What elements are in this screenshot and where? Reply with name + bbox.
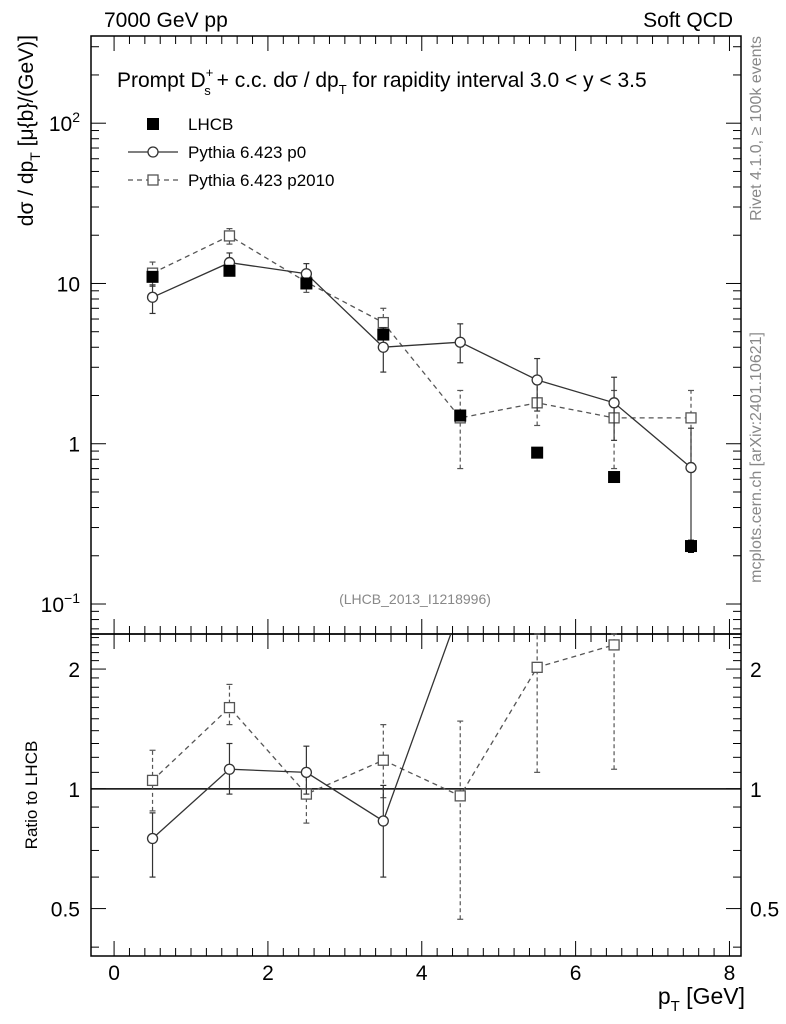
main-p0-point	[531, 374, 543, 386]
xlabel: pT [GeV]	[658, 983, 745, 1015]
main-ytick-label: 10	[57, 273, 80, 296]
ratio-p2010-point	[146, 774, 159, 787]
ratio-ytick-label-left: 1	[68, 779, 80, 802]
title-sub: s	[204, 83, 211, 98]
main-lhcb-point	[300, 277, 313, 290]
main-ytick-label-exp: 2	[72, 109, 80, 125]
ratio-p2010-point	[531, 661, 543, 673]
main-p0-point	[377, 341, 389, 353]
legend-p2010-marker	[147, 174, 159, 186]
main-ytick-label: 10−1	[41, 590, 81, 617]
main-ytick-label: 102	[49, 109, 80, 136]
title-prefix: Prompt D	[117, 69, 206, 92]
xtick-label: 4	[416, 962, 428, 985]
main-p0-point	[300, 268, 313, 280]
legend-p2010-label: Pythia 6.423 p2010	[188, 171, 335, 190]
side-text-rivet: Rivet 4.1.0, ≥ 100k events	[748, 36, 765, 221]
main-ytick-label-base: 1	[68, 434, 80, 457]
main-ylabel-sub: T	[27, 152, 43, 161]
ratio-p0-point	[223, 763, 236, 775]
ratio-p2010-point	[608, 639, 620, 651]
legend-p0-label: Pythia 6.423 p0	[188, 143, 306, 162]
title-sup: +	[206, 65, 214, 80]
legend-p0-marker	[147, 146, 159, 158]
xtick-label: 0	[108, 962, 120, 985]
main-lhcb-point	[377, 328, 390, 341]
xlabel-rest: [GeV]	[680, 983, 745, 1009]
ratio-p0-point	[377, 815, 389, 827]
ratio-ytick-label-left: 2	[68, 659, 80, 682]
title-suffix: + c.c. dσ / dp	[211, 69, 339, 92]
xtick-label: 8	[724, 962, 736, 985]
ratio-ylabel: Ratio to LHCB	[22, 741, 41, 850]
title-suffix-sub: T	[339, 82, 347, 97]
ratio-p2010-point	[377, 754, 389, 766]
ratio-p0-point	[300, 766, 313, 779]
legend: LHCB Pythia 6.423 p0 Pythia 6.423 p2010	[128, 115, 335, 190]
xlabel-main: p	[658, 983, 671, 1009]
main-p0-point	[454, 336, 466, 348]
main-ytick-label-base: 10	[41, 594, 64, 617]
legend-lhcb-label: LHCB	[188, 115, 233, 134]
main-lhcb-point	[531, 446, 544, 459]
main-lhcb-point	[146, 270, 159, 283]
ratio-p2010-point	[223, 701, 236, 714]
ratio-ytick-label-right: 0.5	[750, 899, 779, 922]
ratio-p0-line	[152, 633, 452, 839]
ratio-p0-point	[146, 832, 159, 845]
main-p2010-point	[223, 230, 236, 242]
ratio-p2010-point	[454, 790, 466, 802]
main-p0-point	[608, 397, 620, 409]
main-ytick-label-base: 10	[49, 113, 72, 136]
header-left: 7000 GeV pp	[104, 9, 228, 32]
ratio-ytick-label-left: 0.5	[51, 899, 80, 922]
plot-title: Prompt D+ s + c.c. dσ / dpT for rapidity …	[117, 65, 647, 98]
xtick-label: 6	[570, 962, 582, 985]
header-right: Soft QCD	[643, 9, 733, 32]
title-tail: for rapidity interval 3.0 < y < 3.5	[347, 69, 647, 92]
main-p2010-point	[685, 412, 697, 424]
ratio-ytick-label-right: 1	[750, 779, 762, 802]
main-p2010-point	[377, 316, 389, 329]
main-lhcb-point	[454, 409, 467, 422]
main-p2010-line	[152, 235, 691, 419]
legend-lhcb-marker	[147, 118, 159, 130]
ratio-ticks: 0 2 4 6 8 0.5 0.5 1 1 2 2	[51, 634, 779, 985]
side-text-mcplots: mcplots.cern.ch [arXiv:2401.10621]	[748, 332, 765, 583]
ratio-data	[146, 633, 620, 920]
main-ylabel-main: dσ / dp	[15, 161, 38, 227]
main-ylabel: dσ / dpT [μ{b}/(GeV)]	[15, 35, 43, 226]
ratio-ytick-label-right: 2	[750, 659, 762, 682]
main-ylabel-rest: [μ{b}/(GeV)]	[15, 35, 38, 152]
main-lhcb-point	[685, 540, 697, 553]
main-lhcb-point	[223, 264, 236, 277]
main-p0-line	[152, 261, 692, 469]
main-ytick-label-exp: −1	[64, 590, 80, 606]
ratio-panel-frame	[90, 633, 742, 957]
main-ytick-label: 1	[68, 434, 80, 457]
main-p0-point	[146, 291, 159, 303]
xlabel-sub: T	[671, 998, 680, 1015]
main-lhcb-point	[608, 471, 621, 484]
main-ytick-label-base: 10	[57, 273, 80, 296]
reference-label: (LHCB_2013_I1218996)	[339, 591, 491, 607]
main-data	[146, 227, 697, 553]
xtick-label: 2	[262, 962, 274, 985]
main-p0-point	[685, 461, 697, 474]
